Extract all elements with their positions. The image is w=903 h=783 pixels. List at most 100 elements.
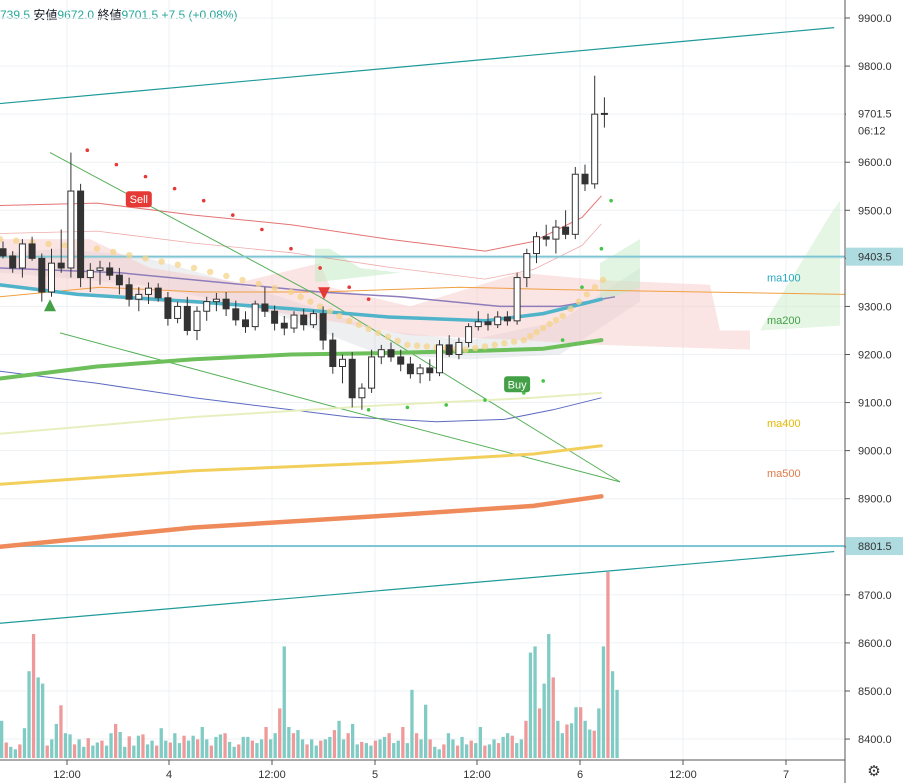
ma-label: ma500 (767, 468, 801, 480)
volume-bar (369, 745, 373, 758)
volume-bar (332, 730, 337, 758)
candle-body (290, 314, 298, 329)
volume-bar (232, 746, 236, 758)
volume-bar (59, 705, 63, 758)
volume-bar (337, 720, 341, 758)
candle-body (115, 274, 123, 286)
candle-body (445, 344, 453, 355)
volume-bar (551, 677, 555, 758)
ma-label: ma200 (767, 315, 801, 327)
volume-bar (510, 735, 514, 758)
horizontal-lines (0, 255, 845, 548)
sar-dot-upper (231, 213, 235, 217)
dot-yellow (355, 321, 363, 329)
sar-dot-upper (260, 227, 264, 232)
volume-bar (246, 736, 250, 758)
volume-bar (542, 683, 546, 758)
candle-body (600, 112, 608, 115)
volume-bar (506, 733, 510, 758)
grid (0, 0, 845, 760)
volume-bars (0, 572, 619, 758)
volume-bar (18, 744, 22, 758)
volume-bar (424, 704, 428, 758)
dot-yellow (423, 343, 430, 350)
volume-bar (114, 723, 118, 758)
candle-body (280, 322, 288, 329)
volume-bar (401, 727, 405, 758)
volume-bar (483, 745, 487, 758)
sar-dot-lower (609, 198, 613, 203)
time-tick-label: 4 (166, 769, 172, 781)
volume-bar (360, 741, 364, 758)
volume-bar (250, 740, 254, 758)
volume-bar (155, 745, 159, 758)
volume-bar (177, 743, 182, 758)
volume-bar (328, 736, 332, 758)
dot-yellow (142, 255, 149, 262)
candle-body (552, 226, 560, 240)
dot-yellow (346, 317, 353, 325)
volume-bar (182, 735, 186, 758)
dot-yellow (12, 237, 20, 244)
sar-dot-upper (172, 186, 177, 191)
volume-bar (583, 720, 587, 758)
volume-bar (387, 733, 391, 758)
sar-dot-lower (560, 338, 565, 342)
sar-dot-lower (444, 403, 449, 407)
volume-bar (496, 743, 501, 758)
time-tick-label: 12:00 (258, 769, 286, 781)
volume-bar (319, 740, 323, 758)
sar-dot-lower (599, 246, 604, 251)
candle-body (145, 287, 152, 295)
candle-body (28, 243, 36, 259)
candle-body (57, 262, 65, 269)
cloud-red (0, 239, 750, 350)
volume-bar (474, 743, 478, 758)
signal-box (125, 191, 152, 208)
sar-dot-upper (347, 285, 352, 289)
dot-yellow (491, 341, 498, 349)
candle-body (358, 387, 366, 399)
volume-bar (615, 689, 619, 758)
volume-bar (574, 707, 578, 758)
volume-bar (77, 739, 81, 758)
channel-lower (0, 550, 835, 624)
sar-dot-lower (483, 398, 487, 402)
candle-body (77, 190, 85, 279)
price-axis[interactable]: 9900.09800.09700.09600.09500.09400.09300… (845, 13, 903, 746)
candle-body (242, 319, 249, 328)
candle-body (397, 356, 405, 365)
dot-yellow (462, 346, 469, 353)
time-axis[interactable]: 12:00 4 12:00 5 12:00 6 12:00 7 (53, 760, 789, 781)
volume-bar (487, 744, 492, 758)
candle-body (426, 367, 434, 374)
volume-bar (282, 646, 286, 758)
cloud-green-mid (315, 248, 400, 283)
dot-yellow (174, 261, 182, 268)
volume-bar (442, 744, 446, 758)
price-tick-label: 8400.0 (858, 734, 892, 746)
dot-yellow (326, 308, 333, 315)
dot-yellow (93, 245, 101, 252)
price-tick-label: 8600.0 (858, 638, 892, 650)
volume-bar (560, 733, 564, 758)
dot-yellow (583, 291, 591, 298)
signal-text: Sell (130, 194, 148, 206)
candle-body (48, 262, 55, 293)
price-tag-bg (846, 247, 903, 266)
candle-body (319, 313, 327, 341)
candle-body (203, 301, 211, 312)
candle-body (309, 313, 317, 326)
volume-bar (72, 744, 77, 758)
candle-body (174, 305, 182, 319)
volume-bar (214, 736, 218, 758)
volume-bar (123, 746, 127, 758)
time-tick-label: 12:00 (463, 769, 491, 781)
sar-dot-upper (114, 162, 119, 167)
gear-icon[interactable]: ⚙ (867, 763, 881, 780)
dot-yellow (239, 276, 246, 284)
dot-yellow (472, 344, 479, 352)
volume-bar (378, 739, 382, 758)
volume-bar (478, 727, 482, 758)
